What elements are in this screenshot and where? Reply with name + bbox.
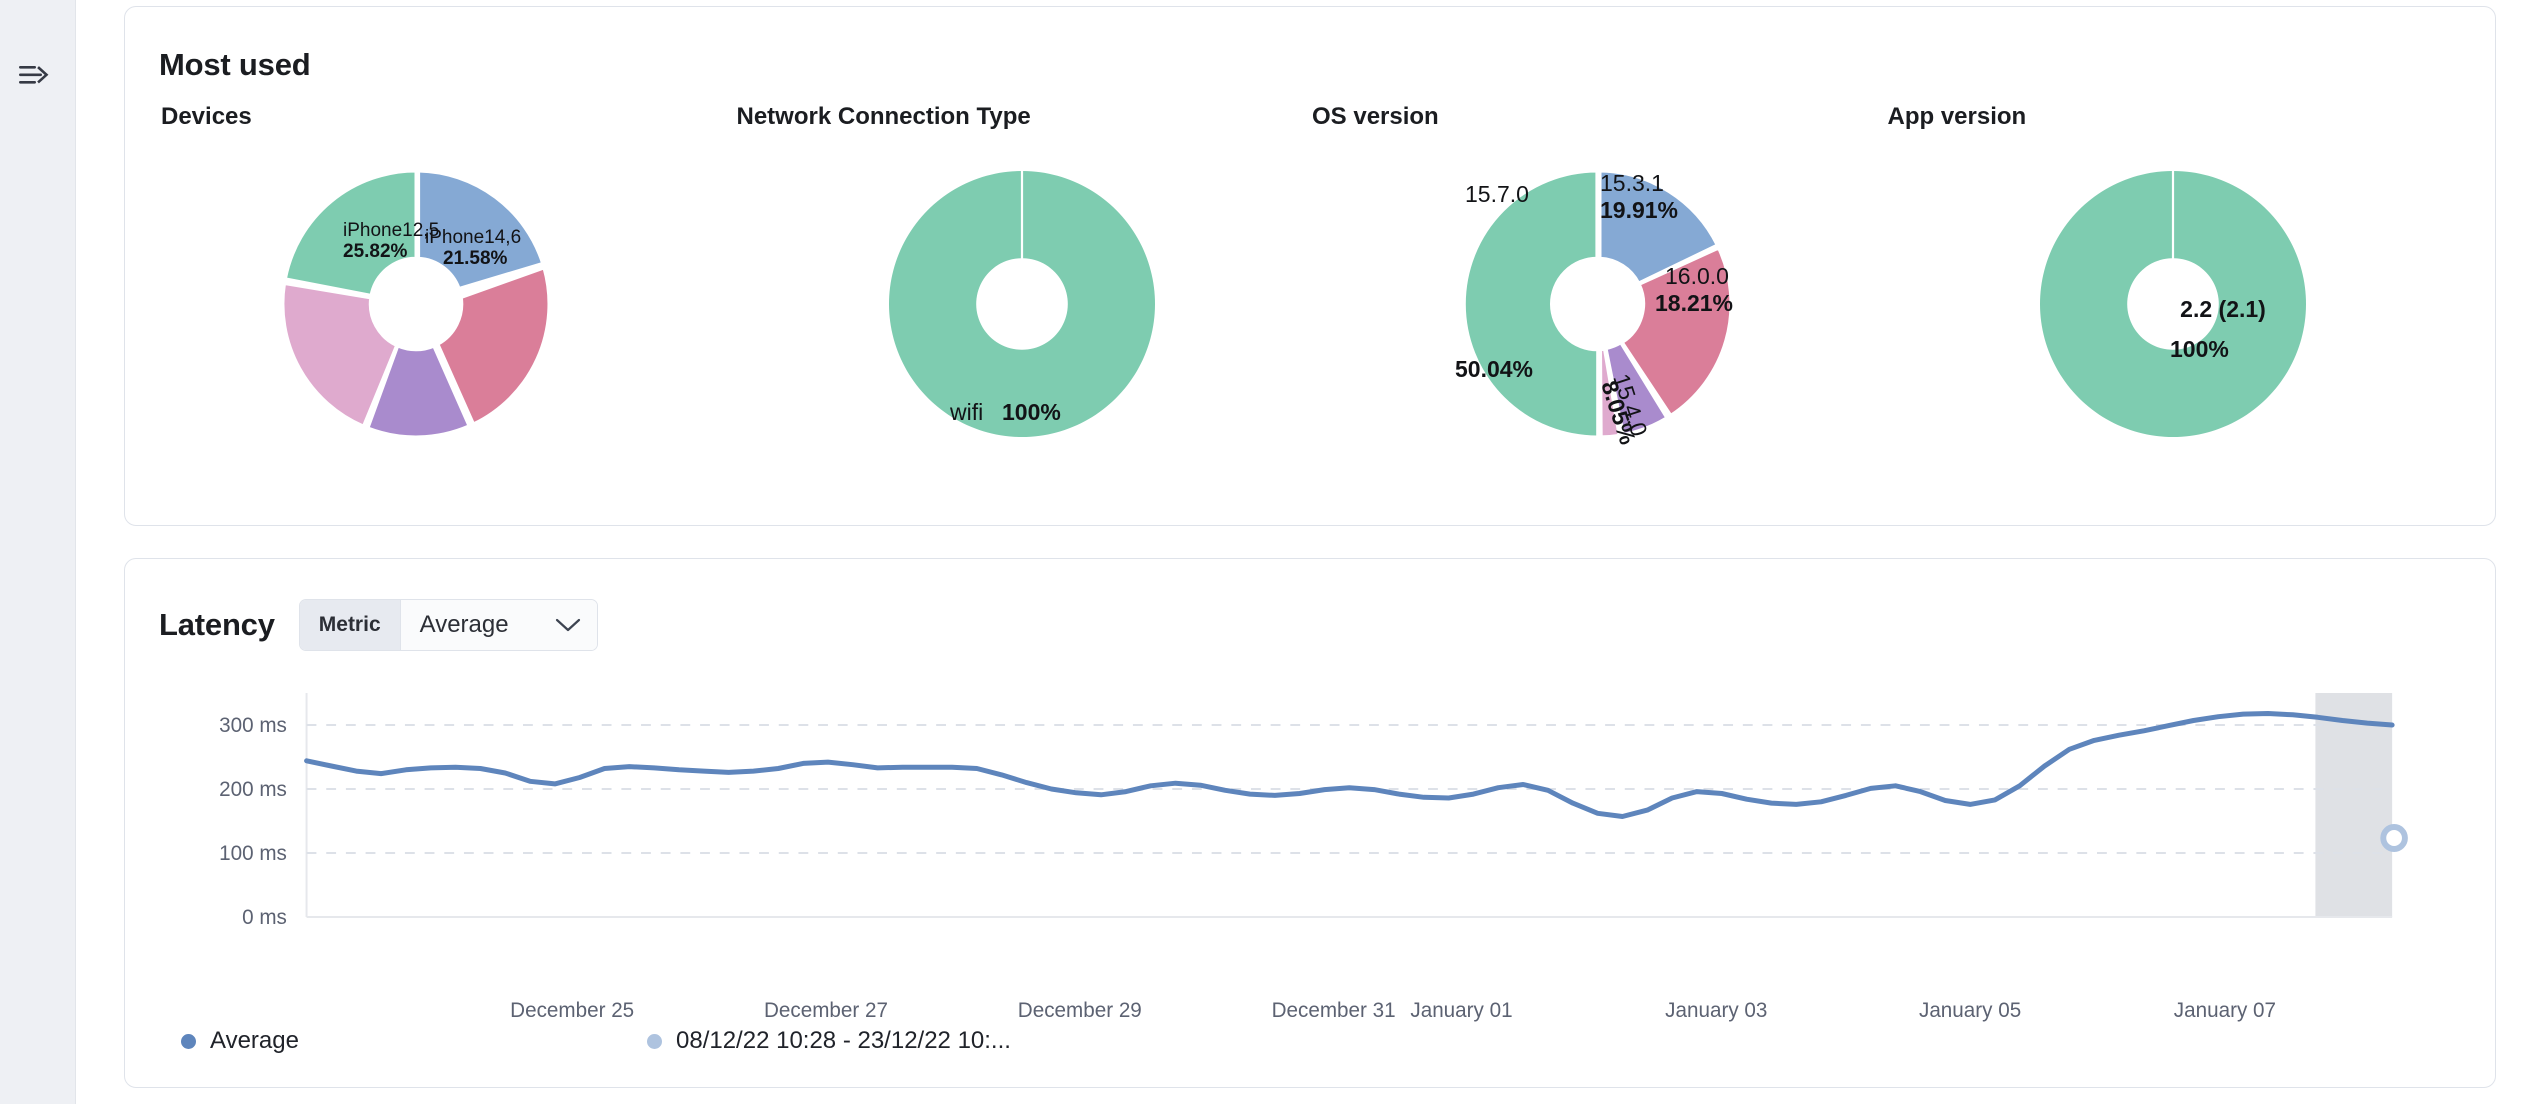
chevron-down-icon[interactable] (555, 617, 581, 633)
app-version-label: App version (1887, 103, 2027, 130)
devices-label: Devices (161, 103, 252, 130)
app-version-slice-1 (2040, 171, 2307, 437)
app-version-panel: App version 2.2 (2.1) 100% (1886, 103, 2462, 469)
sidebar (0, 0, 76, 1104)
os-slice-1 (1462, 169, 1599, 439)
devices-slice-2-value: 21.58% (443, 248, 508, 269)
legend-dot-compare-range (647, 1033, 662, 1049)
xtick-3: December 31 (1272, 999, 1396, 1022)
most-used-title: Most used (159, 47, 311, 82)
os-slice-1-label: 15.7.0 (1465, 181, 1529, 207)
latency-header: Latency Metric Average (159, 599, 2461, 651)
os-version-label: OS version (1312, 103, 1439, 130)
network-connection-type-panel: Network Connection Type wifi 100% (735, 103, 1311, 469)
latency-series-line (304, 711, 2395, 819)
ytick-300: 300 ms (219, 714, 287, 737)
ytick-0: 0 ms (242, 906, 287, 929)
os-slice-1-value: 50.04% (1455, 356, 1533, 382)
latency-card: Latency Metric Average (124, 558, 2496, 1088)
app-version-slice-1-value: 100% (2170, 336, 2229, 362)
os-slice-3 (1620, 246, 1733, 418)
network-donut-svg: wifi 100% (889, 171, 1156, 437)
chart-highlight-band (2315, 693, 2393, 917)
devices-slice-4 (366, 343, 471, 439)
network-connection-type-donut[interactable]: wifi 100% (857, 139, 1187, 469)
os-slice-3-value: 18.21% (1655, 290, 1733, 316)
legend-item-average[interactable]: Average (181, 1027, 647, 1055)
most-used-card: Most used Devices (124, 6, 2496, 526)
latency-chart[interactable]: 300 ms 200 ms 100 ms 0 ms December 25 De… (159, 693, 2461, 1022)
os-slice-2-label: 15.3.1 (1600, 170, 1664, 196)
main-content: Most used Devices (76, 0, 2528, 1104)
os-version-donut-svg: 15.7.0 50.04% 15.3.1 19.91% 16.0.0 18.21… (1455, 169, 1733, 448)
xtick-1: December 27 (764, 999, 888, 1022)
legend-item-compare-range[interactable]: 08/12/22 10:28 - 23/12/22 10:... (647, 1027, 1011, 1055)
latency-title: Latency (159, 607, 275, 642)
ytick-100: 100 ms (219, 842, 287, 865)
devices-slice-1-label: iPhone12,5 (343, 220, 439, 241)
latency-xaxis-svg: December 25 December 27 December 29 Dece… (510, 999, 2276, 1022)
devices-slice-3 (436, 266, 551, 426)
devices-donut[interactable]: iPhone12,5 25.82% iPhone14,6 21.58% (251, 139, 581, 469)
app-version-slice-1-label: 2.2 (2.1) (2180, 296, 2266, 322)
app-version-donut-svg: 2.2 (2.1) 100% (2040, 171, 2307, 437)
chart-hover-marker[interactable] (2380, 824, 2408, 852)
legend-label-average: Average (210, 1027, 299, 1054)
app-version-donut[interactable]: 2.2 (2.1) 100% (2008, 139, 2338, 469)
chevron-down-glyph (555, 618, 580, 632)
devices-slice-2-label: iPhone14,6 (425, 227, 521, 248)
xtick-5: January 03 (1665, 999, 1767, 1022)
os-slice-3-label: 16.0.0 (1665, 263, 1729, 289)
devices-donut-svg: iPhone12,5 25.82% iPhone14,6 21.58% (281, 169, 551, 439)
devices-panel: Devices (159, 103, 735, 469)
devices-slice-1-value: 25.82% (343, 241, 408, 262)
os-slice-4 (1604, 340, 1669, 437)
os-slice-2 (1598, 169, 1719, 285)
xtick-0: December 25 (510, 999, 634, 1022)
metric-selected-value: Average (419, 611, 509, 638)
expand-sidebar-glyph (19, 66, 49, 84)
metric-control: Metric Average (298, 599, 598, 651)
ytick-200: 200 ms (219, 778, 287, 801)
latency-legend: Average 08/12/22 10:28 - 23/12/22 10:... (159, 1027, 2461, 1055)
network-slice-1 (889, 171, 1156, 437)
metric-select[interactable]: Average (400, 600, 597, 650)
xtick-4: January 01 (1410, 999, 1512, 1022)
network-connection-type-label: Network Connection Type (736, 103, 1031, 130)
expand-sidebar-icon[interactable] (12, 58, 58, 92)
os-slice-2-value: 19.91% (1600, 197, 1678, 223)
legend-dot-average (181, 1033, 196, 1049)
os-slice-5 (1598, 347, 1621, 439)
xtick-7: January 07 (2174, 999, 2276, 1022)
latency-chart-svg: 300 ms 200 ms 100 ms 0 ms (219, 693, 2408, 929)
devices-slice-2 (417, 169, 545, 291)
metric-label: Metric (299, 600, 401, 650)
xtick-6: January 05 (1919, 999, 2021, 1022)
os-version-donut[interactable]: 15.7.0 50.04% 15.3.1 19.91% 16.0.0 18.21… (1433, 139, 1763, 469)
legend-label-compare-range: 08/12/22 10:28 - 23/12/22 10:... (676, 1027, 1011, 1054)
network-slice-1-label: wifi (949, 399, 983, 425)
devices-slice-1 (283, 169, 418, 298)
xtick-2: December 29 (1018, 999, 1142, 1022)
os-version-panel: OS version (1310, 103, 1886, 469)
devices-slice-5 (281, 281, 399, 429)
donut-row: Devices (159, 103, 2461, 469)
network-slice-1-value: 100% (1002, 399, 1061, 425)
